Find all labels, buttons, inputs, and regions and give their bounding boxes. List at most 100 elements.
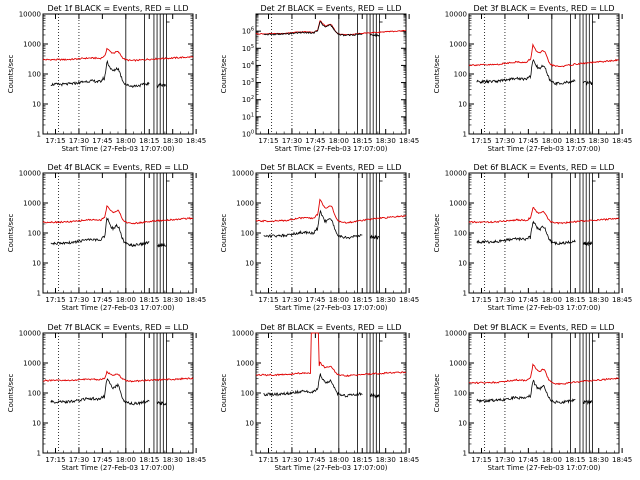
x-tick-label: 17:30 (495, 456, 515, 464)
x-tick-label: 17:15 (258, 296, 278, 304)
x-tick-label: 17:30 (495, 296, 515, 304)
x-tick-label: 18:30 (376, 137, 396, 145)
x-tick-label: 18:00 (116, 296, 136, 304)
x-tick-label: 17:30 (282, 456, 302, 464)
x-tick-label: 18:30 (589, 456, 609, 464)
y-tick-label: 1 (463, 290, 467, 298)
y-tick-label: 10000 (19, 330, 41, 338)
y-tick-label: 104 (242, 61, 254, 70)
series-lld-red (42, 205, 194, 225)
y-tick-label: 1000 (23, 360, 41, 368)
plot-frame (255, 332, 407, 454)
series-events-black (50, 378, 150, 406)
series-lld-red (255, 20, 407, 36)
y-tick-label: 102 (242, 95, 254, 104)
series-events-black (50, 216, 150, 247)
x-tick-label: 17:30 (69, 456, 89, 464)
x-axis-label: Start Time (27-Feb-03 17:07:00) (61, 304, 174, 312)
x-tick-label: 17:45 (305, 137, 325, 145)
chart-title: Det 7f BLACK = Events, RED = LLD (47, 323, 188, 332)
x-axis-label: Start Time (27-Feb-03 17:07:00) (274, 145, 387, 153)
y-tick-label: 100 (28, 390, 41, 398)
series-events-black (476, 379, 576, 404)
x-tick-label: 17:30 (69, 296, 89, 304)
series-lld-red (42, 47, 194, 62)
x-tick-label: 18:15 (565, 296, 585, 304)
y-tick-label: 105 (242, 44, 254, 53)
series-events-black-tail (370, 392, 380, 399)
x-tick-label: 18:15 (352, 456, 372, 464)
x-tick-label: 18:30 (163, 296, 183, 304)
series-events-black (476, 58, 576, 87)
x-axis-label: Start Time (27-Feb-03 17:07:00) (274, 464, 387, 472)
chart-panel: Det 7f BLACK = Events, RED = LLD 1 10 100 10… (7, 323, 206, 472)
y-tick-label: 10000 (445, 11, 467, 19)
x-tick-label: 18:00 (116, 137, 136, 145)
chart-title: Det 2f BLACK = Events, RED = LLD (260, 4, 401, 13)
chart-panel: Det 1f BLACK = Events, RED = LLD 1 10 100 10… (7, 4, 206, 153)
plot-frame (255, 172, 407, 294)
series-events-black (476, 220, 576, 246)
chart-panel: Det 8f BLACK = Events, RED = LLD 1 10 100 10… (220, 323, 419, 472)
chart-title: Det 1f BLACK = Events, RED = LLD (47, 4, 188, 13)
y-axis-label: Counts/sec (433, 374, 441, 413)
plot-frame (468, 13, 620, 135)
y-axis-label: Counts/sec (220, 374, 228, 413)
x-tick-label: 18:45 (399, 296, 419, 304)
chart-panel: Det 9f BLACK = Events, RED = LLD 1 10 100 10… (433, 323, 632, 472)
x-tick-label: 17:15 (45, 456, 65, 464)
y-tick-label: 10 (458, 101, 467, 109)
x-tick-label: 18:00 (542, 456, 562, 464)
y-tick-label: 106 (242, 27, 254, 36)
x-tick-label: 18:45 (612, 137, 632, 145)
plot-frame (42, 172, 194, 294)
chart-title: Det 4f BLACK = Events, RED = LLD (47, 163, 188, 172)
x-tick-label: 18:45 (612, 296, 632, 304)
x-tick-label: 18:15 (565, 137, 585, 145)
y-tick-label: 1000 (236, 200, 254, 208)
y-tick-label: 1 (250, 450, 254, 458)
series-events-black-tail (582, 399, 593, 406)
series-events-black-tail (582, 241, 593, 247)
x-tick-label: 18:00 (542, 137, 562, 145)
x-tick-label: 17:45 (92, 456, 112, 464)
x-tick-label: 18:30 (163, 456, 183, 464)
x-tick-label: 18:45 (186, 456, 206, 464)
y-tick-label: 1 (250, 290, 254, 298)
chart-panel: Det 6f BLACK = Events, RED = LLD 1 10 100 10… (433, 163, 632, 312)
plot-frame (468, 172, 620, 294)
x-axis-label: Start Time (27-Feb-03 17:07:00) (61, 145, 174, 153)
x-tick-label: 18:45 (186, 137, 206, 145)
series-events-black (263, 373, 363, 398)
y-tick-label: 1 (37, 450, 41, 458)
y-tick-label: 100 (454, 71, 467, 79)
y-tick-label: 10 (245, 260, 254, 268)
series-events-black-tail (156, 401, 167, 406)
chart-panel: Det 3f BLACK = Events, RED = LLD 1 10 100 10… (433, 4, 632, 153)
x-tick-label: 17:15 (471, 296, 491, 304)
y-axis-label: Counts/sec (220, 55, 228, 94)
series-lld-red (42, 370, 194, 383)
x-tick-label: 18:30 (589, 137, 609, 145)
x-tick-label: 18:45 (612, 456, 632, 464)
y-tick-label: 1000 (23, 41, 41, 49)
y-axis-label: Counts/sec (433, 214, 441, 253)
x-tick-label: 18:30 (589, 296, 609, 304)
x-tick-label: 18:15 (139, 137, 159, 145)
y-tick-label: 100 (28, 71, 41, 79)
chart-title: Det 6f BLACK = Events, RED = LLD (473, 163, 614, 172)
x-tick-label: 18:00 (329, 137, 349, 145)
x-axis-label: Start Time (27-Feb-03 17:07:00) (274, 304, 387, 312)
y-tick-label: 10 (32, 101, 41, 109)
x-tick-label: 18:45 (186, 296, 206, 304)
chart-panel: Det 4f BLACK = Events, RED = LLD 1 10 100 10… (7, 163, 206, 312)
y-axis-label: Counts/sec (7, 214, 15, 253)
series-events-black-tail (370, 32, 380, 37)
y-tick-label: 10 (32, 420, 41, 428)
x-tick-label: 18:15 (352, 296, 372, 304)
y-axis-label: Counts/sec (7, 55, 15, 94)
x-axis-label: Start Time (27-Feb-03 17:07:00) (487, 464, 600, 472)
y-axis-label: Counts/sec (433, 55, 441, 94)
x-tick-label: 18:15 (139, 456, 159, 464)
plot-frame (42, 13, 194, 135)
